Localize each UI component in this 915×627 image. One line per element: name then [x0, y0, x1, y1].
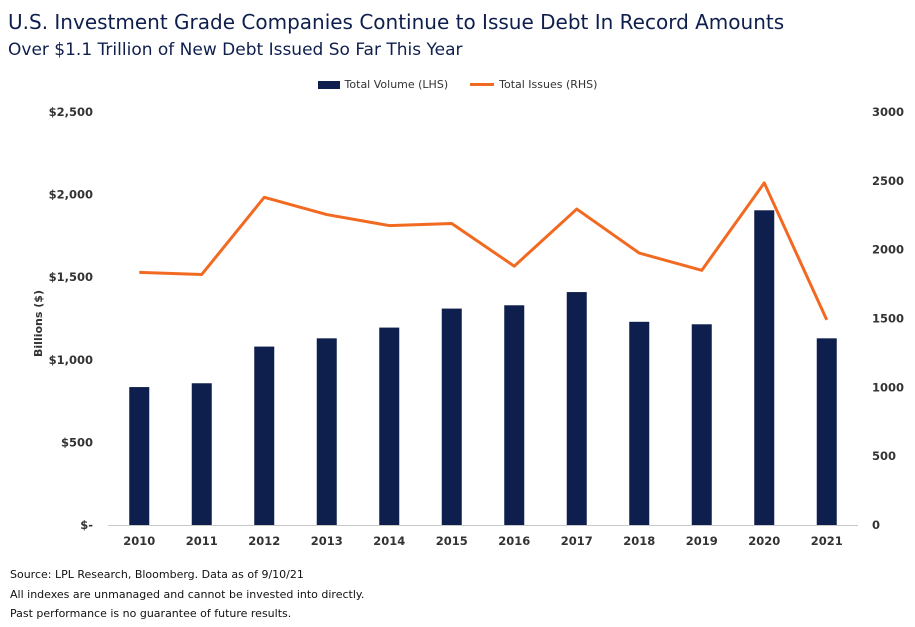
right-tick-label: 1500	[872, 312, 904, 326]
left-tick-label: $2,500	[49, 105, 93, 119]
bar-2021	[816, 338, 837, 525]
x-tick-label: 2019	[686, 534, 718, 548]
x-tick-label: 2018	[623, 534, 655, 548]
bar-2018	[629, 321, 650, 525]
right-tick-label: 3000	[872, 105, 904, 119]
x-tick-label: 2013	[311, 534, 343, 548]
x-tick-label: 2020	[748, 534, 780, 548]
y-axis-title: Billions ($)	[32, 290, 45, 357]
legend-item-issues: Total Issues (RHS)	[470, 78, 597, 91]
bar-2014	[379, 327, 400, 525]
right-tick-label: 2500	[872, 174, 904, 188]
bar-2020	[754, 210, 775, 525]
bar-2012	[254, 346, 275, 525]
right-tick-label: 2000	[872, 243, 904, 257]
bar-2010	[129, 387, 150, 525]
chart-subtitle: Over $1.1 Trillion of New Debt Issued So…	[8, 40, 463, 60]
legend-label-issues: Total Issues (RHS)	[499, 78, 598, 91]
issues-line	[139, 181, 829, 321]
bar-2011	[191, 383, 212, 525]
bar-2016	[504, 305, 525, 525]
right-tick-label: 1000	[872, 380, 904, 394]
left-tick-label: $2,000	[49, 188, 93, 202]
left-tick-label: $-	[80, 518, 93, 532]
left-tick-label: $500	[61, 435, 93, 449]
legend-swatch-line	[470, 83, 495, 86]
bar-2017	[566, 292, 587, 525]
x-tick-label: 2014	[373, 534, 405, 548]
chart-title: U.S. Investment Grade Companies Continue…	[8, 10, 785, 34]
left-tick-label: $1,500	[49, 270, 93, 284]
right-tick-label: 0	[872, 518, 880, 532]
x-tick-label: 2016	[498, 534, 530, 548]
legend-item-volume: Total Volume (LHS)	[317, 78, 449, 91]
bar-2013	[316, 338, 337, 525]
bar-2019	[691, 324, 712, 525]
x-tick-label: 2012	[248, 534, 280, 548]
x-tick-label: 2011	[186, 534, 218, 548]
x-tick-label: 2017	[561, 534, 593, 548]
legend-swatch-bar	[317, 80, 340, 89]
right-tick-label: 500	[872, 449, 896, 463]
disclaimer-indexes: All indexes are unmanaged and cannot be …	[10, 588, 365, 601]
disclaimer-performance: Past performance is no guarantee of futu…	[10, 607, 292, 620]
legend-label-volume: Total Volume (LHS)	[344, 78, 449, 91]
legend: Total Volume (LHS) Total Issues (RHS)	[0, 78, 915, 91]
x-tick-label: 2010	[123, 534, 155, 548]
bar-2015	[441, 308, 462, 525]
x-tick-label: 2021	[811, 534, 843, 548]
left-tick-label: $1,000	[49, 353, 93, 367]
source-note: Source: LPL Research, Bloomberg. Data as…	[10, 568, 304, 581]
x-tick-label: 2015	[436, 534, 468, 548]
